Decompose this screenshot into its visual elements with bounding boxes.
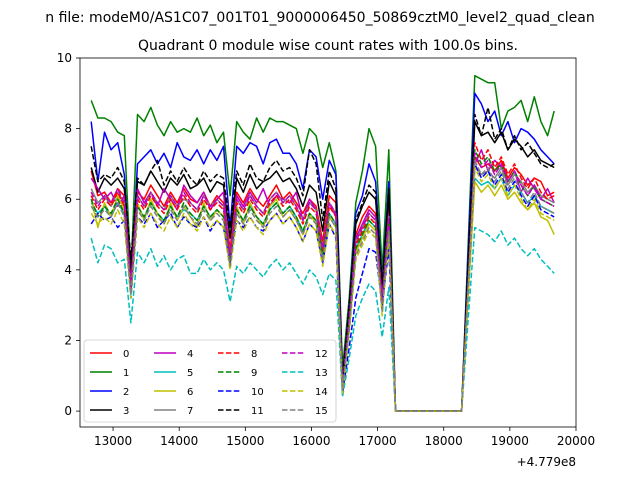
legend-label-8: 8	[251, 349, 257, 360]
legend-label-7: 7	[187, 406, 193, 417]
y-tick-label: 8	[64, 122, 72, 136]
series-line-12	[90, 152, 555, 412]
x-tick-label: 16000	[292, 434, 330, 448]
legend-label-5: 5	[187, 368, 193, 379]
legend-label-13: 13	[315, 368, 328, 379]
legend-frame	[83, 339, 337, 423]
x-tick-label: 15000	[226, 434, 264, 448]
legend-label-12: 12	[315, 349, 328, 360]
legend-label-2: 2	[123, 387, 129, 398]
legend-label-0: 0	[123, 349, 129, 360]
y-tick-label: 6	[64, 192, 72, 206]
legend-label-11: 11	[251, 406, 264, 417]
y-tick-label: 2	[64, 333, 72, 347]
legend-label-15: 15	[315, 406, 328, 417]
legend-label-14: 14	[315, 387, 328, 398]
figure-suptitle: n file: modeM0/AS1C07_001T01_9000006450_…	[45, 10, 594, 26]
legend-label-6: 6	[187, 387, 193, 398]
series-line-3	[90, 120, 555, 412]
y-tick-label: 4	[64, 263, 72, 277]
legend-label-3: 3	[123, 406, 129, 417]
legend-label-9: 9	[251, 368, 257, 379]
legend-label-10: 10	[251, 387, 264, 398]
series-lines	[90, 74, 555, 412]
y-tick-label: 10	[57, 51, 72, 65]
axes-title: Quadrant 0 module wise count rates with …	[138, 38, 518, 54]
series-line-11	[90, 106, 555, 412]
y-axis: 0 2 4 6 8 10	[57, 51, 80, 418]
series-line-8	[90, 141, 555, 412]
x-axis: 13000 14000 15000 16000 17000 18000 19000 20000	[94, 427, 595, 448]
x-tick-label: 17000	[359, 434, 397, 448]
x-tick-label: 19000	[491, 434, 529, 448]
series-line-2	[90, 92, 555, 412]
legend-label-4: 4	[187, 349, 193, 360]
x-offset-label: +4.779e8	[517, 455, 576, 469]
series-line-14	[90, 166, 555, 412]
x-tick-label: 14000	[160, 434, 198, 448]
y-tick-label: 0	[64, 404, 72, 418]
series-line-15	[90, 159, 555, 412]
series-line-9	[90, 149, 555, 412]
axes-frame	[79, 57, 577, 428]
x-tick-label: 13000	[94, 434, 132, 448]
legend-label-1: 1	[123, 368, 129, 379]
series-line-1	[90, 74, 555, 412]
x-tick-label: 20000	[557, 434, 595, 448]
series-line-13	[90, 226, 555, 412]
series-line-10	[90, 163, 555, 412]
x-tick-label: 18000	[425, 434, 463, 448]
series-line-0	[90, 156, 555, 412]
